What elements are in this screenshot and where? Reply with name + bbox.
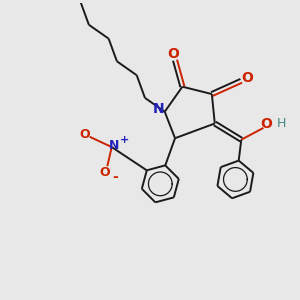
Text: H: H [277, 117, 286, 130]
Text: +: + [119, 135, 129, 145]
Text: O: O [79, 128, 90, 141]
Text: N: N [152, 102, 164, 116]
Text: O: O [99, 166, 110, 178]
Text: N: N [109, 139, 119, 152]
Text: -: - [112, 169, 118, 184]
Text: O: O [241, 71, 253, 85]
Text: O: O [168, 47, 179, 61]
Text: O: O [260, 117, 272, 131]
